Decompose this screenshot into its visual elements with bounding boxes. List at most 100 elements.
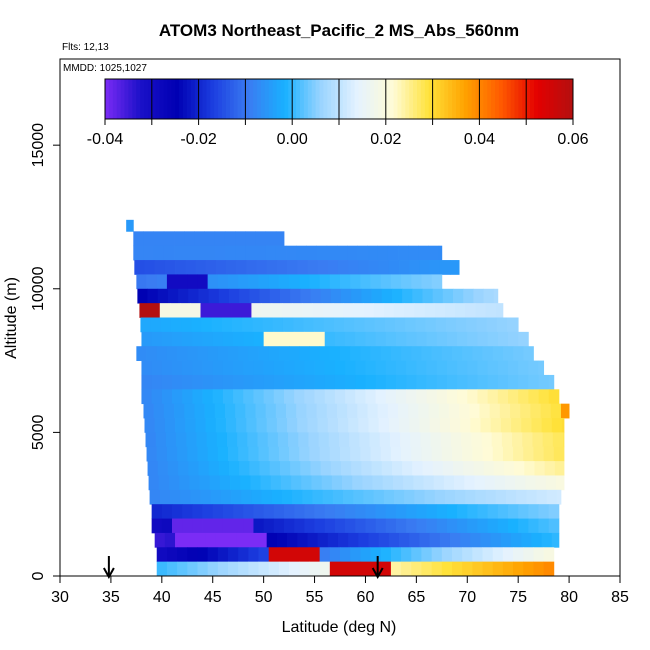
- heatmap-cell: [197, 446, 209, 462]
- heatmap-cell: [390, 274, 402, 290]
- heatmap-cell: [370, 274, 382, 290]
- heatmap-cell: [243, 518, 254, 534]
- heatmap-cell: [453, 461, 464, 476]
- mmdd-label: MMDD: 1025,1027: [63, 63, 147, 74]
- heatmap-cell: [528, 360, 539, 376]
- heatmap-cell: [155, 432, 167, 448]
- heatmap-cell: [492, 547, 504, 563]
- heatmap-cell: [380, 547, 392, 563]
- colorbar-swatch: [284, 79, 289, 119]
- heatmap-cell: [268, 561, 280, 577]
- heatmap-cell: [279, 288, 291, 304]
- heatmap-cell: [246, 260, 257, 275]
- heatmap-cell: [151, 504, 163, 519]
- heatmap-cell: [329, 446, 341, 462]
- heatmap-cell: [161, 331, 173, 347]
- heatmap-cell: [215, 260, 227, 275]
- heatmap-cell: [134, 260, 145, 275]
- heatmap-cell: [333, 317, 345, 333]
- heatmap-cell: [217, 274, 229, 290]
- heatmap-cell: [438, 403, 450, 419]
- heatmap-cell: [442, 288, 454, 304]
- colorbar-tick-label: 0.02: [370, 131, 401, 148]
- heatmap-cell: [531, 418, 542, 433]
- colorbar-swatch: [233, 79, 239, 119]
- heatmap-cell: [449, 260, 460, 275]
- heatmap-cell: [294, 389, 305, 405]
- heatmap-cell: [329, 561, 341, 577]
- heatmap-cell: [484, 475, 496, 491]
- colorbar-swatch: [120, 79, 125, 119]
- heatmap-cell: [401, 346, 412, 361]
- heatmap-cell: [177, 346, 188, 361]
- heatmap-cell: [167, 288, 179, 304]
- heatmap-cell: [273, 518, 285, 534]
- heatmap-cell: [293, 317, 304, 333]
- colorbar-swatch: [374, 79, 379, 119]
- heatmap-cell: [238, 547, 249, 563]
- colorbar-swatch: [276, 79, 281, 119]
- heatmap-cell: [151, 360, 163, 376]
- heatmap-cell: [357, 245, 368, 261]
- colorbar-swatch: [175, 79, 180, 119]
- heatmap-cell: [156, 346, 168, 361]
- heatmap-cell: [243, 389, 254, 405]
- heatmap-cell: [550, 403, 562, 419]
- heatmap-cell: [532, 432, 544, 448]
- heatmap-cell: [329, 547, 341, 563]
- heatmap-cell: [169, 489, 181, 505]
- heatmap-cell: [263, 360, 275, 376]
- colorbar-swatch: [245, 79, 250, 119]
- colorbar-swatch: [452, 79, 457, 119]
- heatmap-cell: [324, 389, 336, 405]
- colorbar-swatch: [339, 79, 344, 119]
- heatmap-cell: [467, 331, 478, 347]
- heatmap-cell: [340, 561, 351, 577]
- heatmap-cell: [385, 518, 397, 534]
- heatmap-cell: [365, 331, 377, 347]
- heatmap-cell: [365, 360, 377, 376]
- heatmap-cell: [416, 504, 427, 519]
- heatmap-cell: [270, 475, 282, 491]
- colorbar-swatch: [428, 79, 434, 119]
- heatmap-cell: [169, 303, 181, 318]
- heatmap-cell: [360, 446, 371, 462]
- heatmap-cell: [289, 346, 300, 361]
- heatmap-cell: [416, 389, 427, 405]
- heatmap-cell: [309, 274, 321, 290]
- colorbar-swatch: [241, 79, 246, 119]
- heatmap-cell: [402, 461, 413, 476]
- heatmap-cell: [358, 532, 369, 548]
- colorbar-swatch: [569, 79, 574, 119]
- heatmap-cell: [483, 288, 495, 304]
- heatmap-cell: [377, 403, 389, 419]
- heatmap-cell: [548, 389, 560, 405]
- heatmap-cell: [212, 331, 224, 347]
- heatmap-cell: [275, 245, 287, 261]
- heatmap-cell: [174, 245, 185, 261]
- heatmap-cell: [229, 288, 240, 304]
- heatmap-cell: [426, 504, 438, 519]
- heatmap-cell: [245, 231, 256, 247]
- heatmap-cell: [469, 403, 480, 419]
- heatmap-cell: [247, 432, 258, 448]
- heatmap-cell: [381, 288, 393, 304]
- heatmap-cell: [140, 317, 152, 333]
- heatmap-cell: [143, 245, 155, 261]
- heatmap-cell: [294, 518, 305, 534]
- heatmap-cell: [207, 446, 219, 462]
- heatmap-cell: [378, 260, 390, 275]
- heatmap-cell: [154, 532, 166, 548]
- heatmap-cell: [360, 561, 371, 577]
- heatmap-cell: [371, 461, 383, 476]
- heatmap-cell: [431, 561, 443, 577]
- heatmap-cell: [167, 461, 179, 476]
- heatmap-cell: [436, 389, 448, 405]
- colorbar-swatch: [413, 79, 418, 119]
- heatmap-cell: [159, 303, 171, 318]
- heatmap-cell: [373, 303, 385, 318]
- heatmap-cell: [212, 504, 224, 519]
- heatmap-cell: [477, 360, 489, 376]
- heatmap-cell: [496, 317, 508, 333]
- heatmap-cell: [209, 475, 221, 491]
